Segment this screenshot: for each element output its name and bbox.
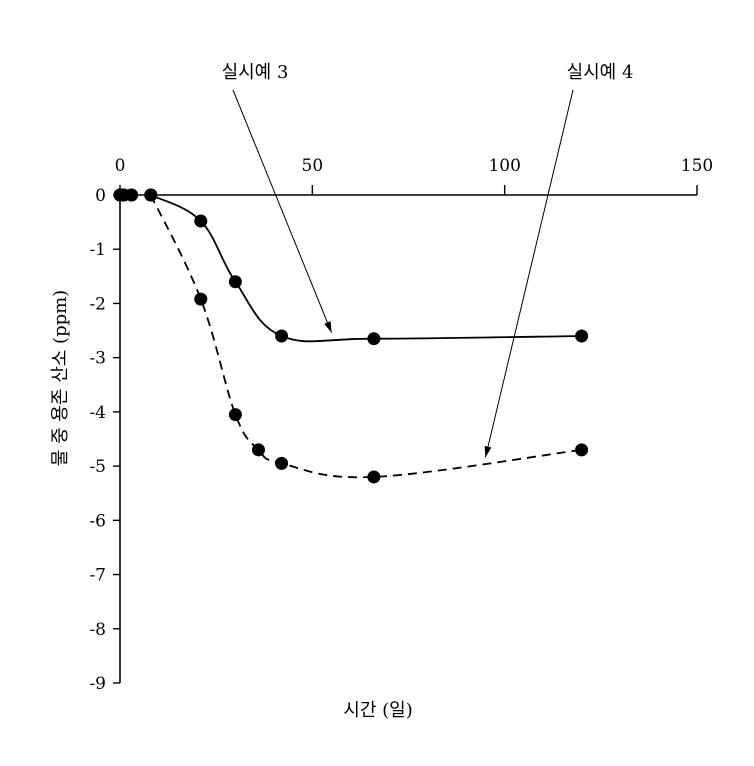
- y-tick-label: -9: [89, 674, 106, 694]
- y-ticks: 0 -1 -2 -3 -4 -5 -6 -7 -8 -9: [89, 186, 120, 694]
- annotation-leader-1: [233, 90, 332, 333]
- y-tick-label: -1: [89, 240, 106, 260]
- data-point-series-1: [367, 332, 380, 345]
- annotation-label-1: 실시예 3: [222, 62, 289, 83]
- data-point-series-2: [194, 293, 207, 306]
- data-point-series-1: [229, 275, 242, 288]
- data-point-series-2: [367, 470, 380, 483]
- y-tick-label: -2: [89, 294, 106, 314]
- data-point-series-2: [275, 457, 288, 470]
- axes: [120, 195, 697, 683]
- y-tick-label: 0: [95, 186, 106, 206]
- annotation-label-2: 실시예 4: [567, 62, 634, 83]
- y-axis-label: 물 중 용존 산소 (ppm): [50, 290, 71, 466]
- y-tick-label: -3: [89, 349, 106, 369]
- data-point-series-2: [575, 443, 588, 456]
- annotations: 실시예 3 실시예 4: [222, 62, 634, 457]
- data-point-series-2: [125, 189, 138, 202]
- x-tick-label: 100: [488, 156, 520, 176]
- series-line-1: [151, 195, 582, 341]
- x-tick-label: 150: [681, 156, 713, 176]
- data-point-series-1: [275, 329, 288, 342]
- x-tick-label: 50: [302, 156, 324, 176]
- data-point-series-2: [229, 408, 242, 421]
- data-point-series-2: [144, 189, 157, 202]
- data-point-series-2: [252, 443, 265, 456]
- data-point-series-1: [575, 329, 588, 342]
- y-tick-label: -6: [89, 511, 106, 531]
- annotation-arrowhead-1: [324, 321, 331, 333]
- x-ticks: 0 50 100 150: [115, 156, 714, 195]
- annotation-leader-2: [485, 90, 573, 457]
- data-points: [114, 189, 589, 484]
- y-tick-label: -4: [89, 403, 106, 423]
- data-point-series-1: [194, 215, 207, 228]
- y-tick-label: -5: [89, 457, 106, 477]
- x-tick-label: 0: [115, 156, 126, 176]
- series-curves: [151, 195, 582, 477]
- x-axis-label: 시간 (일): [343, 700, 412, 721]
- y-tick-label: -8: [89, 620, 106, 640]
- annotation-arrowhead-2: [485, 446, 492, 458]
- y-tick-label: -7: [89, 566, 106, 586]
